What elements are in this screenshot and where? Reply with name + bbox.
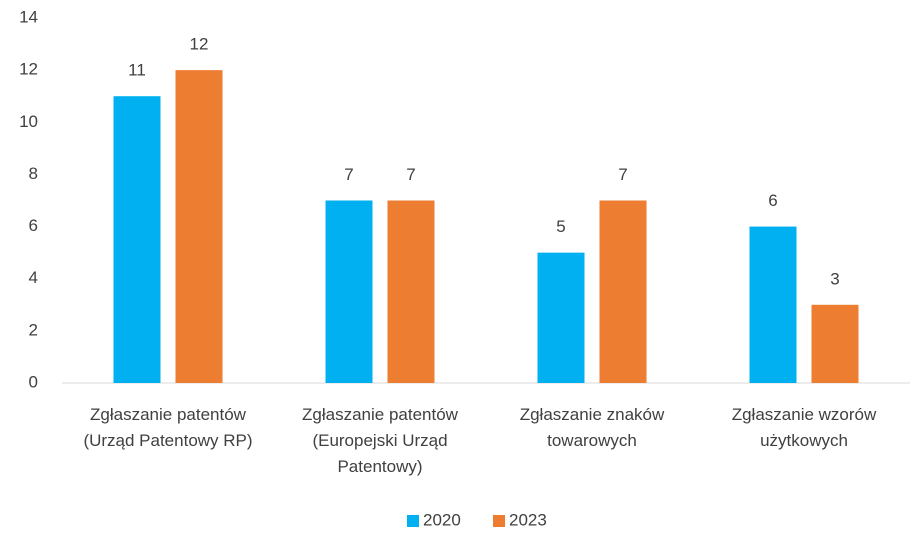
data-label: 3 [830,269,839,288]
bar [811,304,859,383]
data-label: 7 [618,165,627,184]
y-tick-label: 6 [29,216,38,235]
data-label: 6 [768,191,777,210]
legend-label: 2020 [423,510,461,529]
bar [749,226,797,383]
y-tick-label: 4 [29,268,38,287]
data-label: 7 [344,165,353,184]
legend-swatch [493,515,505,527]
bar [387,200,435,383]
y-tick-label: 10 [19,112,38,131]
bar [175,70,223,384]
data-label: 7 [406,165,415,184]
bar [537,252,585,383]
y-tick-label: 8 [29,164,38,183]
x-tick-label: Zgłaszanie patentów (Europejski Urząd Pa… [302,405,458,476]
data-label: 11 [128,61,146,80]
y-tick-label: 12 [19,60,38,79]
bar [113,96,161,383]
bar [599,200,647,383]
data-label: 5 [556,217,565,236]
x-tick-label: Zgłaszanie wzorów użytkowych [731,405,877,450]
bar [325,200,373,383]
y-tick-label: 0 [29,372,38,391]
legend-label: 2023 [509,510,547,529]
legend-swatch [407,515,419,527]
y-tick-label: 14 [19,7,38,26]
data-label: 12 [190,35,209,54]
y-tick-label: 2 [29,320,38,339]
x-tick-label: Zgłaszanie znaków towarowych [519,405,665,450]
x-tick-label: Zgłaszanie patentów (Urząd Patentowy RP) [83,405,253,450]
